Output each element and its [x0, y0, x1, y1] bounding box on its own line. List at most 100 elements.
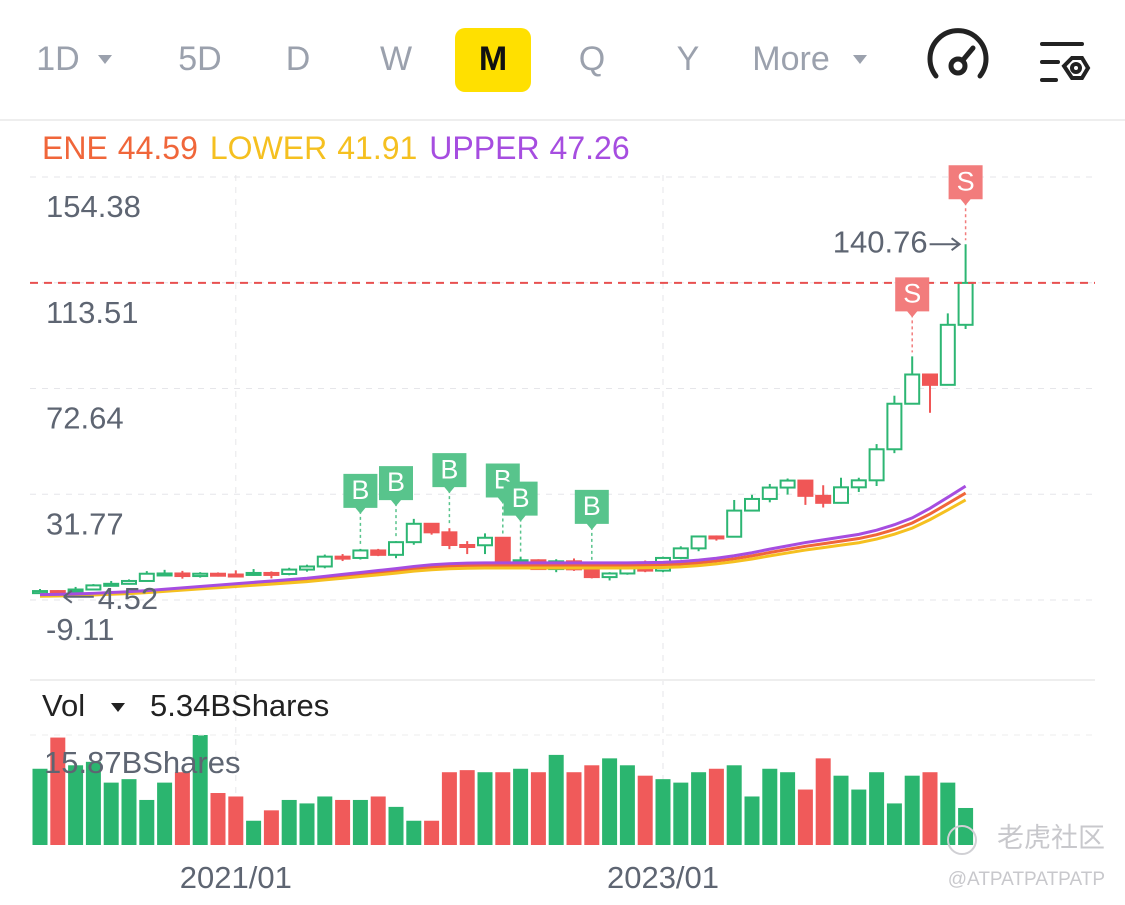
tab[interactable]: D	[286, 40, 311, 78]
signal-label: S	[903, 279, 921, 309]
volume-bar	[904, 775, 920, 845]
dropdown-arrow	[853, 55, 867, 64]
watermark-icon	[947, 825, 977, 855]
volume-bar	[32, 768, 48, 845]
volume-bar	[192, 735, 208, 845]
y-tick-label: -9.11	[46, 612, 114, 647]
volume-tick-label: 15.87BShares	[44, 745, 240, 780]
volume-bar	[370, 796, 386, 845]
legend-value: 41.91	[337, 130, 417, 166]
volume-bar	[50, 737, 66, 845]
y-tick-label: 31.77	[46, 506, 124, 541]
volume-bar	[513, 768, 529, 845]
volume-bar	[210, 793, 226, 845]
volume-bar	[673, 782, 689, 845]
candle-body	[672, 547, 689, 559]
tab[interactable]: More	[752, 40, 829, 78]
active-tab[interactable]: M	[479, 40, 507, 78]
tab[interactable]: 1D	[36, 40, 79, 78]
volume-bar	[352, 799, 368, 845]
volume-bar	[495, 772, 511, 845]
candle-body	[370, 549, 387, 556]
signal-badge	[948, 165, 983, 206]
candle-body	[583, 568, 600, 579]
candle-body	[316, 555, 333, 568]
candle-body	[797, 479, 814, 497]
candle-body	[868, 448, 885, 482]
candle-body	[281, 568, 298, 575]
gauge-icon[interactable]	[927, 28, 989, 79]
candle-body	[103, 582, 120, 587]
volume-bar	[103, 782, 119, 845]
volume-bar	[174, 772, 190, 845]
candle-body	[815, 494, 832, 504]
volume-bar	[637, 775, 653, 845]
volume-plot: Vol 5.34BShares 15.87BShares	[30, 679, 1095, 845]
legend-name: LOWER	[210, 130, 327, 166]
candle-body	[904, 373, 921, 405]
candle-body	[833, 486, 849, 504]
x-tick-label: 2023/01	[607, 860, 719, 895]
candle-body	[138, 572, 155, 582]
volume-bar	[139, 799, 155, 845]
candle-body	[121, 579, 137, 585]
volume-bar	[441, 772, 457, 845]
volume-bar	[922, 772, 938, 845]
volume-bar	[299, 803, 315, 845]
tab[interactable]: Q	[579, 40, 605, 78]
candle-body	[85, 584, 102, 591]
volume-bar	[406, 820, 422, 845]
legend-entry: UPPER 47.26	[429, 130, 629, 166]
dropdown-arrow	[111, 703, 125, 712]
candle-body	[227, 573, 244, 578]
legend-value: 44.59	[118, 130, 198, 166]
volume-bar	[424, 820, 440, 845]
tab[interactable]: Y	[677, 40, 700, 78]
candle-body	[156, 572, 173, 577]
candle-body	[192, 572, 209, 578]
x-tick-label: 2021/01	[180, 860, 292, 895]
indicator-legend: ENE 44.59 LOWER 41.91 UPPER 47.26	[42, 130, 630, 166]
dropdown-arrow	[98, 55, 112, 64]
signal-label: B	[583, 491, 601, 521]
candle-body	[601, 572, 618, 579]
legend-name: ENE	[42, 130, 108, 166]
signal-badge	[343, 473, 378, 514]
signal-label: B	[512, 483, 530, 513]
volume-bar	[762, 768, 778, 845]
candle-body	[886, 402, 903, 451]
volume-bar	[459, 770, 475, 845]
volume-bar	[477, 772, 493, 845]
signal-label: B	[387, 467, 405, 497]
candle-body	[441, 531, 458, 547]
candle-body	[761, 486, 778, 500]
watermark-handle: @ATPATPATPATP	[948, 869, 1105, 890]
settings-icon[interactable]	[1040, 42, 1091, 82]
active-tab-bg	[455, 28, 531, 92]
volume-label[interactable]: Vol	[42, 688, 85, 723]
candle-body	[405, 522, 422, 544]
indicator-line	[39, 484, 967, 597]
volume-bar	[851, 789, 867, 845]
tab[interactable]: W	[380, 40, 412, 78]
candle-body	[352, 549, 369, 559]
y-tick-label: 113.51	[46, 295, 139, 330]
low-arrow	[63, 589, 94, 604]
candle-body	[334, 555, 351, 560]
candle-body	[708, 535, 725, 540]
y-tick-label: 154.38	[46, 189, 141, 224]
signal-label: B	[351, 475, 369, 505]
indicator-line	[39, 498, 967, 598]
signal-label: B	[440, 454, 458, 484]
candle-body	[32, 590, 48, 595]
candle-body	[726, 509, 743, 538]
tab[interactable]: 5D	[178, 40, 221, 78]
volume-bar	[655, 779, 671, 845]
volume-current: 5.34BShares	[150, 688, 329, 723]
volume-bar	[744, 796, 760, 845]
candle-body	[459, 544, 476, 549]
candle-body	[477, 536, 493, 547]
low-annotation: 4.52	[98, 581, 158, 616]
signal-badge	[432, 453, 467, 494]
